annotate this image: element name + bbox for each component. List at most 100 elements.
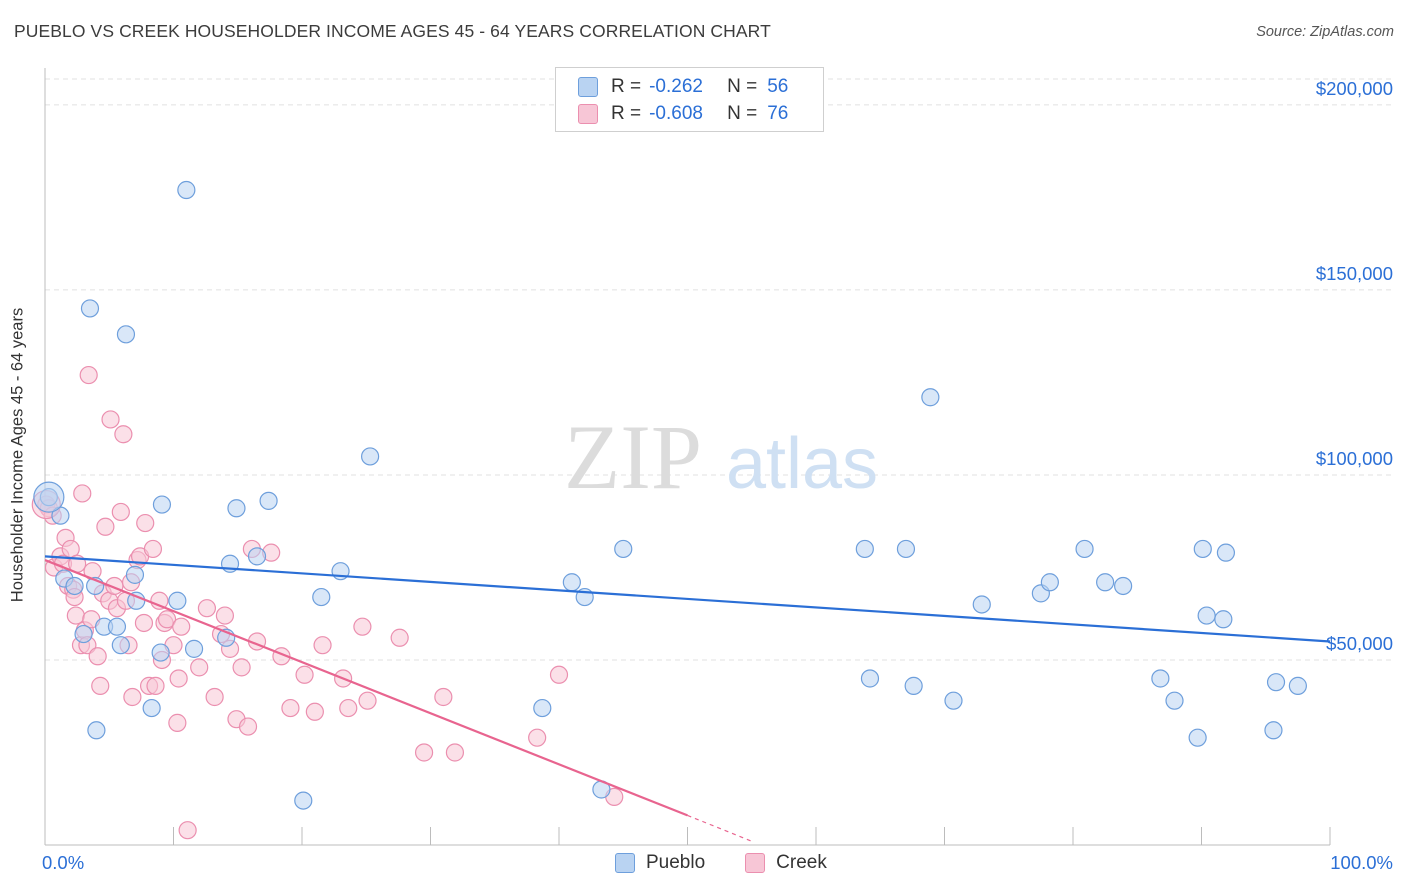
y-tick-label: $50,000	[1326, 633, 1393, 654]
x-tick-label-start: 0.0%	[42, 852, 84, 873]
pueblo-point	[533, 698, 552, 718]
creek-point	[73, 484, 92, 503]
creek-point	[157, 610, 177, 629]
creek-point	[96, 517, 115, 536]
pueblo-point	[1096, 573, 1115, 592]
r-value: -0.608	[649, 103, 703, 124]
creek-point	[178, 821, 197, 840]
pueblo-point	[944, 691, 963, 710]
creek-point	[114, 425, 133, 444]
creek-point	[134, 613, 154, 633]
pueblo-point	[107, 617, 127, 636]
creek-point	[168, 713, 187, 732]
pueblo-point	[1266, 673, 1286, 692]
creek-point	[528, 728, 547, 747]
legend-label-creek: Creek	[776, 852, 827, 873]
creek-point	[111, 502, 130, 522]
watermark-zip: ZIP	[564, 406, 702, 508]
legend-item-creek[interactable]: Creek	[745, 852, 827, 874]
grid-layer	[45, 78, 1395, 661]
r-label: R =	[611, 76, 642, 97]
creek-point	[305, 702, 324, 721]
y-tick-label: $150,000	[1316, 263, 1393, 284]
creek-trend-line	[44, 559, 688, 817]
pueblo-point	[87, 721, 106, 740]
creek-point	[197, 599, 217, 618]
pueblo-point	[1193, 539, 1212, 559]
pueblo-point	[168, 591, 187, 610]
x-tick-label-end: 100.0%	[1330, 852, 1393, 873]
pueblo-point	[259, 491, 278, 510]
pueblo-point	[921, 388, 940, 407]
pueblo-point	[177, 180, 196, 200]
creek-point	[281, 698, 300, 718]
trend-lines	[44, 555, 1331, 842]
y-axis-label: Householder Income Ages 45 - 64 years	[8, 307, 27, 603]
creek-point	[390, 628, 409, 647]
pueblo-point	[1151, 669, 1170, 688]
creek-point	[353, 617, 372, 636]
watermark: ZIP atlas	[564, 406, 878, 508]
pueblo-point	[247, 547, 267, 566]
creek-point	[150, 591, 169, 610]
creek-point	[101, 410, 120, 429]
pueblo-point	[151, 643, 170, 662]
pueblo-point	[972, 595, 991, 614]
pueblo-point	[1197, 606, 1216, 625]
creek-point	[313, 636, 332, 655]
pueblo-point	[1075, 539, 1094, 559]
pueblo-point	[1040, 573, 1059, 592]
pueblo-point	[860, 669, 880, 688]
creek-point	[123, 687, 142, 707]
pueblo-point	[904, 676, 923, 695]
legend-row-pueblo: R = -0.262 N = 56	[578, 74, 788, 100]
creek-point	[205, 687, 224, 707]
n-value: 76	[767, 103, 789, 124]
creek-point	[146, 676, 165, 695]
pueblo-point	[1188, 728, 1207, 747]
creek-point	[238, 717, 258, 736]
pueblo-point	[1114, 576, 1133, 596]
pueblo-point	[184, 639, 204, 658]
pueblo-point	[855, 539, 874, 559]
creek-point	[339, 698, 358, 718]
creek-point	[358, 691, 377, 710]
creek-point	[232, 658, 251, 677]
creek-point	[79, 365, 98, 385]
axes-layer	[44, 68, 1331, 846]
n-label: N =	[727, 76, 758, 97]
pueblo-point	[1288, 676, 1307, 695]
pueblo-point	[74, 624, 93, 644]
legend-row-creek: R = -0.608 N = 76	[578, 101, 788, 127]
pueblo-trend-line	[44, 555, 1331, 643]
pueblo-point	[1264, 721, 1283, 740]
r-value: -0.262	[649, 76, 703, 97]
pueblo-point	[152, 495, 172, 514]
legend-label-pueblo: Pueblo	[646, 852, 706, 873]
pueblo-point	[111, 636, 130, 655]
creek-point	[172, 617, 191, 636]
pueblo-point	[361, 447, 380, 466]
pueblo-point	[1216, 543, 1236, 562]
creek-point	[136, 513, 155, 533]
pueblo-point	[562, 573, 581, 592]
n-label: N =	[727, 103, 758, 124]
legend-item-pueblo[interactable]: Pueblo	[615, 852, 705, 874]
creek-point	[445, 743, 465, 762]
pueblo-point	[1214, 610, 1233, 629]
creek-point	[66, 606, 85, 625]
chart-title: PUEBLO VS CREEK HOUSEHOLDER INCOME AGES …	[14, 21, 771, 41]
pueblo-point	[80, 299, 100, 318]
pueblo-swatch	[615, 853, 635, 873]
creek-point	[549, 665, 569, 684]
creek-point	[414, 743, 434, 762]
creek-point	[88, 647, 107, 666]
pueblo-point	[614, 539, 633, 559]
pueblo-point	[65, 576, 84, 596]
creek-trend-extension	[687, 814, 752, 842]
pueblo-point	[116, 325, 136, 344]
creek-point	[295, 665, 314, 684]
y-tick-label: $200,000	[1316, 78, 1393, 99]
source-label: Source: ZipAtlas.com	[1256, 24, 1394, 40]
pueblo-point	[1165, 691, 1184, 710]
